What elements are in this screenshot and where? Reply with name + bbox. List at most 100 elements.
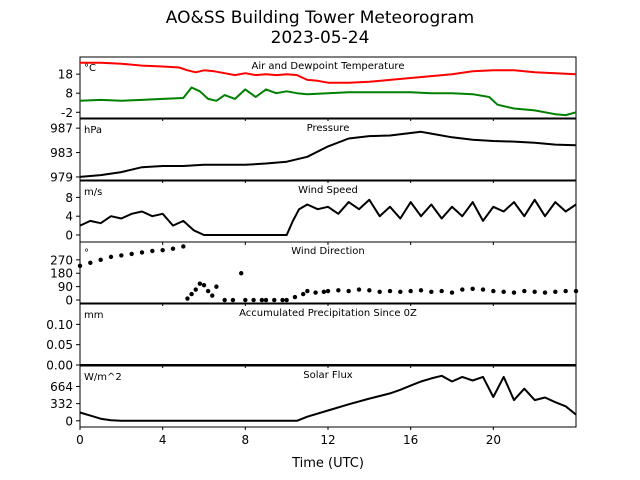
wind-direction-point <box>325 288 331 294</box>
series-line-1 <box>79 130 577 178</box>
x-tick-label: 16 <box>403 433 418 447</box>
wind-direction-point <box>439 288 444 294</box>
panel-unit: °C <box>84 63 96 74</box>
wind-direction-point <box>251 297 256 303</box>
panel-title: Wind Direction <box>291 246 365 257</box>
wind-direction-point <box>398 289 403 295</box>
y-tick-label: 664 <box>50 380 73 394</box>
wind-direction-point <box>201 282 207 288</box>
wind-direction-point <box>193 287 198 292</box>
wind-direction-point <box>119 253 124 258</box>
wind-direction-point <box>367 288 372 293</box>
y-tick-label: 979 <box>50 170 73 184</box>
wind-direction-point <box>239 271 244 276</box>
wind-direction-point <box>185 296 190 301</box>
y-tick-label: 0.05 <box>46 338 73 352</box>
wind-direction-point <box>321 289 327 295</box>
x-tick-label: 4 <box>159 433 167 447</box>
wind-direction-point <box>214 284 219 289</box>
panel-1: -2 8 18 °C Air and Dewpoint Temperature <box>58 56 577 121</box>
series-line-1 <box>80 61 577 84</box>
wind-direction-point <box>336 288 341 293</box>
panel-title: Air and Dewpoint Temperature <box>252 61 405 72</box>
wind-direction-point <box>160 247 165 253</box>
y-tick-label: 983 <box>50 146 73 160</box>
wind-direction-point <box>150 248 155 254</box>
wind-direction-point <box>170 246 176 251</box>
wind-direction-point <box>511 290 517 295</box>
panel-6: 0 332 664 W/m^2 Solar Flux <box>50 365 577 430</box>
y-tick-label: 8 <box>65 191 73 205</box>
y-tick-label: 8 <box>65 87 73 101</box>
panel-unit: mm <box>84 310 103 321</box>
panel-2: 979 983 987 hPa Pressure <box>50 118 577 184</box>
wind-direction-point <box>284 297 289 303</box>
y-tick-label: 4 <box>65 210 73 224</box>
x-tick-label: 12 <box>320 433 335 447</box>
panel-unit: hPa <box>84 125 102 136</box>
wind-direction-point <box>77 263 83 269</box>
panel-title: Wind Speed <box>298 185 358 196</box>
wind-direction-point <box>553 289 558 295</box>
x-tick-label: 20 <box>486 433 501 447</box>
wind-direction-point <box>449 290 455 295</box>
wind-direction-point <box>189 291 194 297</box>
figure-title-line1: AO&SS Building Tower Meteorogram <box>165 8 475 28</box>
wind-direction-point <box>230 297 236 303</box>
wind-direction-point <box>88 260 93 266</box>
series-line-1 <box>79 374 577 422</box>
y-tick-label: 332 <box>50 397 73 411</box>
wind-direction-point <box>460 287 465 292</box>
wind-direction-point <box>301 291 306 297</box>
wind-direction-point <box>470 286 475 292</box>
x-tick-label: 8 <box>242 433 250 447</box>
wind-direction-point <box>108 254 114 260</box>
x-tick-label: 0 <box>76 433 84 447</box>
wind-direction-point <box>181 244 186 249</box>
wind-direction-point <box>205 288 211 294</box>
y-tick-label: 180 <box>50 267 73 281</box>
y-tick-label: 0 <box>65 294 73 308</box>
wind-direction-point <box>377 289 382 295</box>
wind-direction-point <box>522 288 527 294</box>
series-line-1 <box>79 198 577 236</box>
wind-direction-point <box>313 290 318 295</box>
y-tick-label: 987 <box>50 122 73 136</box>
wind-direction-point <box>139 250 145 255</box>
wind-direction-point <box>563 288 568 294</box>
panel-unit: W/m^2 <box>84 372 122 383</box>
wind-direction-point <box>292 294 298 300</box>
panel-5: 0.00 0.05 0.10 mm Accumulated Precipitation … <box>46 303 577 373</box>
wind-direction-point <box>532 289 537 295</box>
wind-direction-point <box>210 293 215 298</box>
wind-direction-point <box>259 297 265 303</box>
wind-direction-point <box>280 297 285 303</box>
wind-direction-point <box>480 287 486 292</box>
wind-direction-point <box>356 287 362 292</box>
wind-direction-point <box>98 257 103 263</box>
wind-direction-point <box>418 288 424 293</box>
wind-direction-point <box>243 297 248 303</box>
wind-direction-point <box>491 288 496 294</box>
wind-direction-point <box>387 288 393 294</box>
y-tick-label: -2 <box>61 106 73 120</box>
y-tick-label: 0 <box>65 228 73 242</box>
wind-direction-point <box>429 289 434 295</box>
wind-direction-point <box>346 288 351 294</box>
wind-direction-point <box>542 290 548 295</box>
y-tick-label: 0 <box>65 414 73 428</box>
y-tick-label: 270 <box>50 253 73 267</box>
wind-direction-point <box>272 297 277 303</box>
y-tick-label: 0.00 <box>46 359 73 373</box>
figure-title-line2: 2023-05-24 <box>270 28 370 48</box>
panel-unit: ° <box>84 248 89 259</box>
wind-direction-point <box>408 288 413 294</box>
y-tick-label: 0.10 <box>46 318 73 332</box>
panel-3: 0 4 8 m/s Wind Speed <box>65 180 577 245</box>
panel-title: Pressure <box>307 123 350 134</box>
wind-direction-point <box>129 251 134 257</box>
panel-title: Accumulated Precipitation Since 0Z <box>239 308 417 319</box>
x-axis-label: Time (UTC) <box>291 456 364 471</box>
